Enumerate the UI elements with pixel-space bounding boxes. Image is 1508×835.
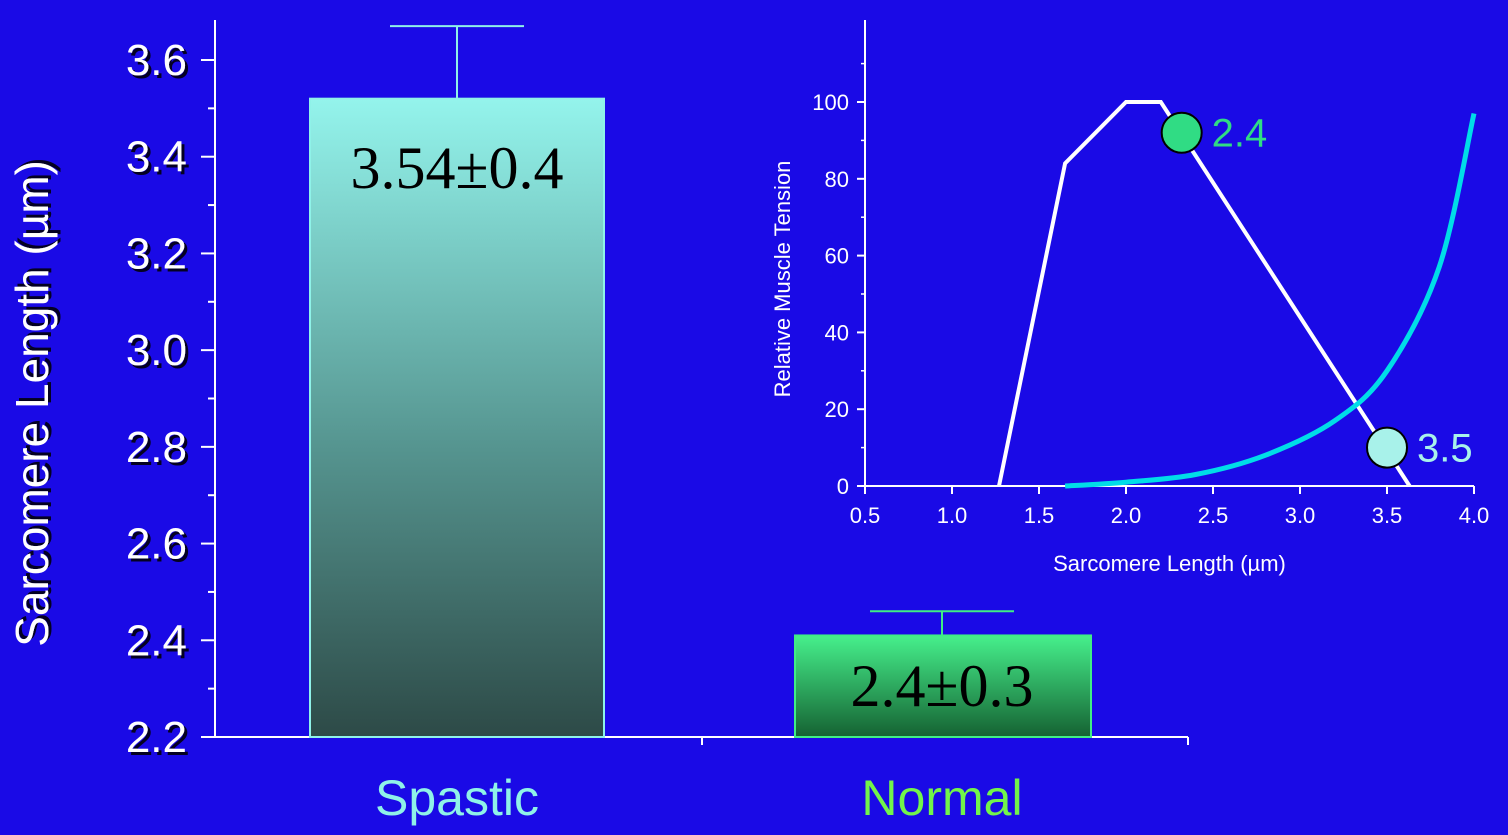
inset-x-axis-label: Sarcomere Length (µm) — [1053, 551, 1286, 576]
data-point-label: 2.4 — [1212, 112, 1268, 156]
passive-tension-curve — [1064, 112, 1477, 489]
bar-spastic — [309, 97, 605, 738]
y-tick-label: 3.6 — [126, 36, 187, 85]
inset-x-tick-label: 4.0 — [1459, 503, 1490, 528]
inset-y-tick-label: 100 — [812, 90, 849, 115]
y-axis-label: Sarcomere Length (µm) — [6, 160, 58, 647]
inset-y-tick-label: 40 — [825, 320, 849, 345]
inset-x-tick-label: 1.0 — [937, 503, 968, 528]
bar-data-label: 2.4±0.3 — [851, 653, 1034, 719]
bar-data-label: 3.54±0.4 — [351, 135, 564, 201]
y-tick-label: 2.6 — [126, 520, 187, 569]
inset-x-tick-label: 3.5 — [1372, 503, 1403, 528]
y-tick-label: 3.0 — [126, 326, 187, 375]
data-point-marker — [1160, 111, 1203, 154]
inset-x-tick-label: 0.5 — [850, 503, 881, 528]
inset-line-chart: 0 20 40 60 80 100 0.5 1.0 1.5 2.0 2.5 3.0 3.5 4.0 Sarc… — [770, 20, 1489, 576]
inset-y-tick-label: 60 — [825, 244, 849, 269]
y-tick-label: 2.2 — [126, 713, 187, 762]
inset-x-tick-label: 3.0 — [1285, 503, 1316, 528]
inset-y-tick-label: 0 — [837, 474, 849, 499]
x-category-label: Normal — [861, 770, 1022, 826]
inset-y-tick-label: 20 — [825, 397, 849, 422]
y-tick-label: 3.2 — [126, 229, 187, 278]
y-tick-label: 3.4 — [126, 133, 187, 182]
x-category-label: Spastic — [375, 770, 539, 826]
inset-y-axis-label: Relative Muscle Tension — [770, 161, 795, 398]
inset-x-tick-label: 2.0 — [1111, 503, 1142, 528]
bar-normal — [794, 634, 1092, 739]
main-bar-chart: 2.2 2.4 2.6 2.8 3.0 3.2 3.4 3.6 Sarcomere Length… — [6, 20, 1189, 826]
y-tick-label: 2.4 — [126, 616, 187, 665]
data-point-marker — [1366, 426, 1408, 469]
y-tick-label: 2.8 — [126, 423, 187, 472]
inset-y-tick-label: 80 — [825, 167, 849, 192]
inset-x-tick-label: 2.5 — [1198, 503, 1229, 528]
inset-x-tick-label: 1.5 — [1024, 503, 1055, 528]
data-point-label: 3.5 — [1417, 427, 1473, 471]
tension-curve-line — [997, 100, 1412, 488]
